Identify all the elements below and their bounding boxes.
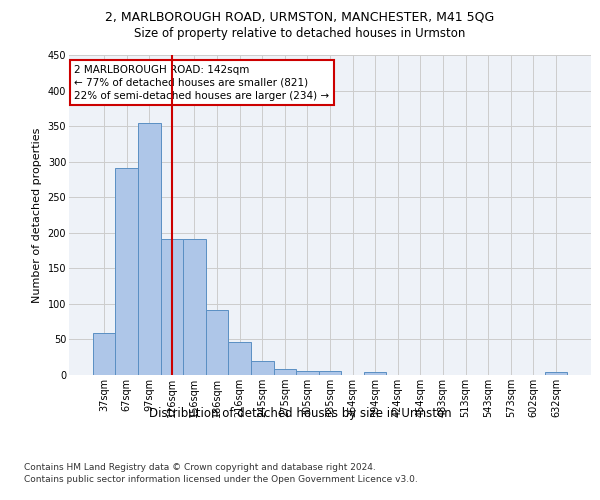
Bar xyxy=(138,124,161,375)
Text: 2, MARLBOROUGH ROAD, URMSTON, MANCHESTER, M41 5QG: 2, MARLBOROUGH ROAD, URMSTON, MANCHESTER… xyxy=(106,10,494,23)
Y-axis label: Number of detached properties: Number of detached properties xyxy=(32,128,42,302)
Bar xyxy=(183,239,206,375)
Bar xyxy=(274,368,296,375)
Text: Size of property relative to detached houses in Urmston: Size of property relative to detached ho… xyxy=(134,28,466,40)
Bar xyxy=(93,333,115,375)
Bar xyxy=(251,362,274,375)
Bar xyxy=(115,168,138,375)
Bar xyxy=(206,310,229,375)
Text: Contains HM Land Registry data © Crown copyright and database right 2024.
Contai: Contains HM Land Registry data © Crown c… xyxy=(24,462,418,484)
Bar xyxy=(319,372,341,375)
Bar xyxy=(545,372,567,375)
Bar xyxy=(296,372,319,375)
Bar xyxy=(364,372,386,375)
Text: Distribution of detached houses by size in Urmston: Distribution of detached houses by size … xyxy=(149,408,451,420)
Bar xyxy=(161,239,183,375)
Text: 2 MARLBOROUGH ROAD: 142sqm
← 77% of detached houses are smaller (821)
22% of sem: 2 MARLBOROUGH ROAD: 142sqm ← 77% of deta… xyxy=(74,64,329,101)
Bar xyxy=(229,342,251,375)
